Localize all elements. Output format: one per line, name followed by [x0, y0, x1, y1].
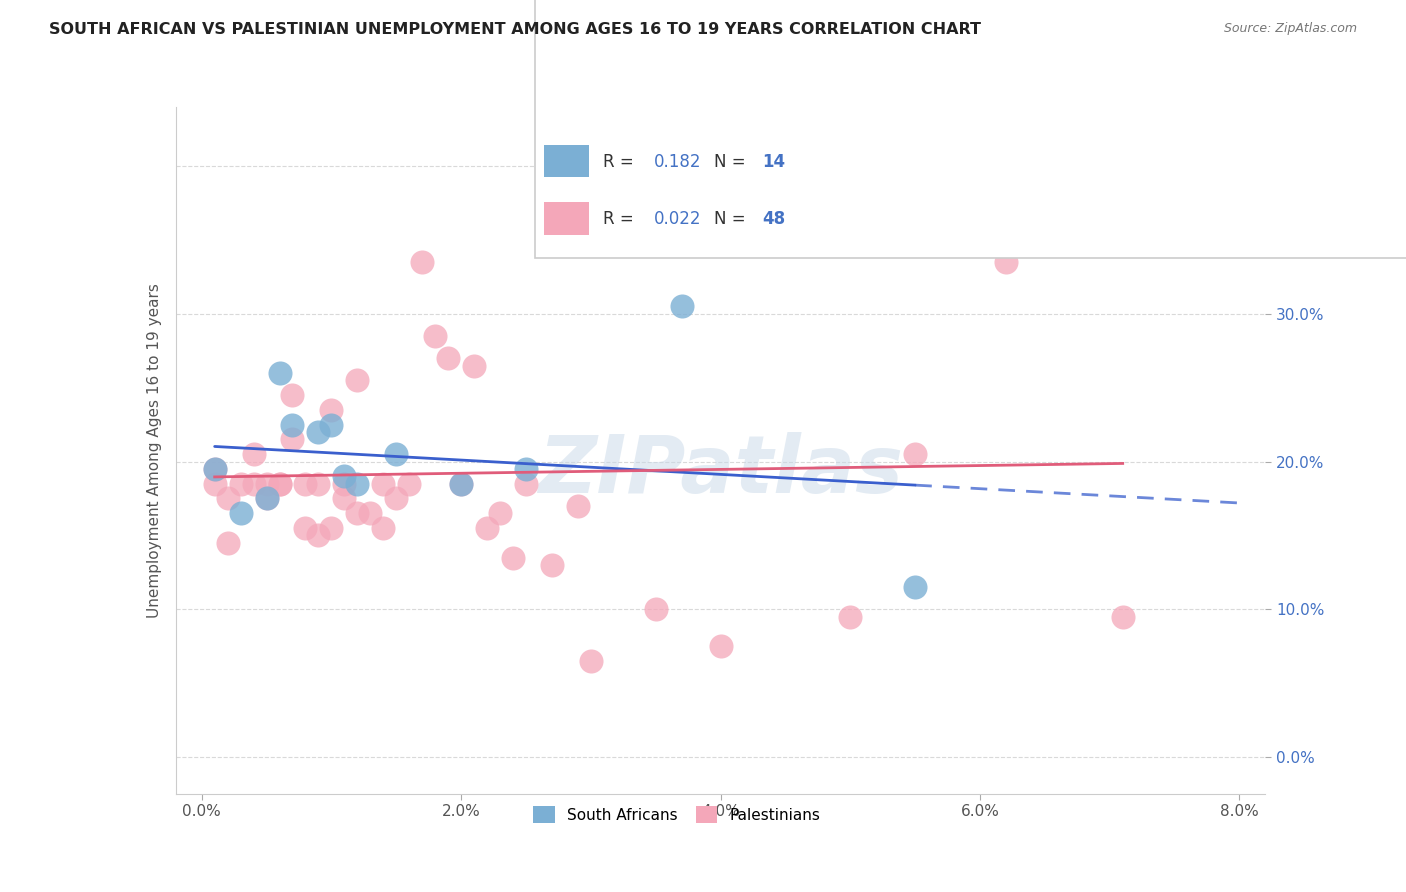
- Point: [242, 447, 264, 461]
- Point: [269, 476, 291, 491]
- Point: [359, 506, 381, 520]
- Point: [904, 580, 927, 594]
- Point: [281, 417, 304, 432]
- Point: [373, 476, 395, 491]
- Point: [333, 491, 356, 506]
- Point: [644, 602, 666, 616]
- Point: [450, 476, 472, 491]
- Point: [437, 351, 460, 366]
- Text: SOUTH AFRICAN VS PALESTINIAN UNEMPLOYMENT AMONG AGES 16 TO 19 YEARS CORRELATION : SOUTH AFRICAN VS PALESTINIAN UNEMPLOYMEN…: [49, 22, 981, 37]
- Point: [398, 476, 420, 491]
- Point: [463, 359, 485, 373]
- Y-axis label: Unemployment Among Ages 16 to 19 years: Unemployment Among Ages 16 to 19 years: [146, 283, 162, 618]
- Point: [346, 506, 368, 520]
- Point: [204, 462, 226, 476]
- Point: [425, 329, 447, 343]
- Point: [839, 609, 862, 624]
- Point: [256, 491, 278, 506]
- Point: [373, 521, 395, 535]
- Point: [515, 462, 537, 476]
- Point: [229, 476, 252, 491]
- Point: [606, 218, 628, 232]
- Point: [281, 388, 304, 402]
- Point: [579, 654, 602, 668]
- Point: [321, 417, 343, 432]
- Point: [994, 255, 1017, 269]
- Point: [748, 122, 770, 136]
- Point: [269, 476, 291, 491]
- Point: [411, 255, 433, 269]
- Point: [489, 506, 512, 520]
- Text: ZIPatlas: ZIPatlas: [538, 432, 903, 510]
- Point: [256, 491, 278, 506]
- Point: [333, 469, 356, 483]
- Point: [475, 521, 498, 535]
- Point: [450, 476, 472, 491]
- Point: [541, 558, 564, 572]
- Legend: South Africans, Palestinians: South Africans, Palestinians: [526, 798, 828, 830]
- Point: [502, 550, 524, 565]
- Point: [294, 521, 316, 535]
- Point: [1112, 609, 1135, 624]
- Point: [710, 639, 733, 653]
- Point: [307, 476, 329, 491]
- Point: [204, 476, 226, 491]
- Point: [229, 506, 252, 520]
- Point: [567, 499, 589, 513]
- Text: Source: ZipAtlas.com: Source: ZipAtlas.com: [1223, 22, 1357, 36]
- Point: [294, 476, 316, 491]
- Point: [346, 373, 368, 387]
- Point: [242, 476, 264, 491]
- Point: [217, 491, 239, 506]
- Point: [217, 535, 239, 549]
- Point: [904, 447, 927, 461]
- Point: [321, 402, 343, 417]
- Point: [671, 300, 693, 314]
- Point: [333, 476, 356, 491]
- Point: [307, 528, 329, 542]
- Point: [204, 462, 226, 476]
- Point: [346, 476, 368, 491]
- Point: [385, 491, 408, 506]
- Point: [515, 476, 537, 491]
- Point: [321, 521, 343, 535]
- Point: [385, 447, 408, 461]
- Point: [281, 433, 304, 447]
- Point: [269, 366, 291, 380]
- Point: [256, 476, 278, 491]
- Point: [307, 425, 329, 439]
